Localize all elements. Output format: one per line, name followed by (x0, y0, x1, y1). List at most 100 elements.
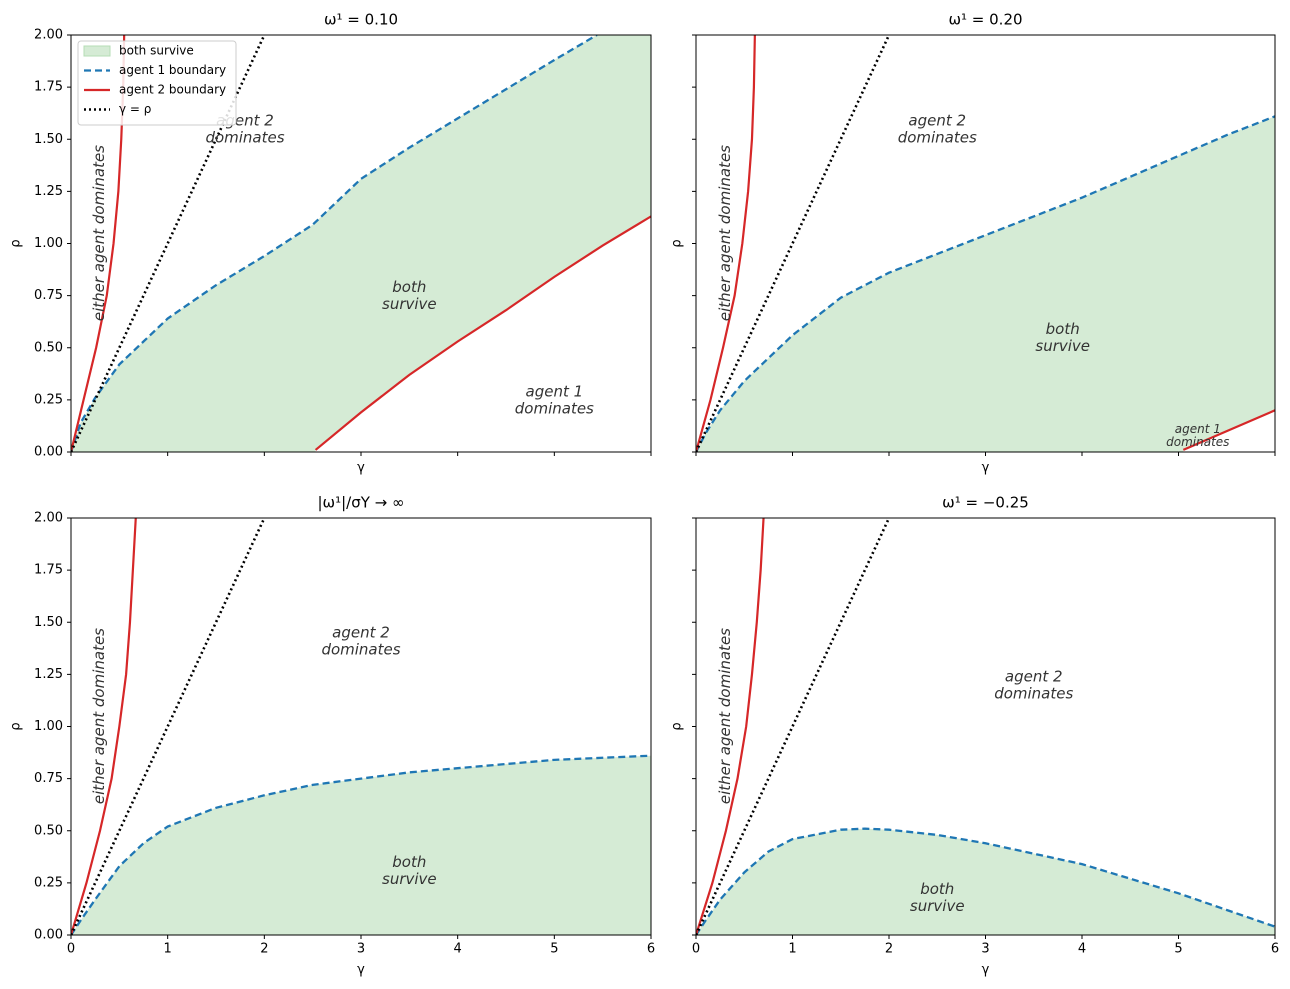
annotation: agent 2 dominates (994, 667, 1073, 702)
annotation-line: agent 2 (332, 623, 390, 641)
annotation-line: dominates (515, 399, 594, 417)
annotation-line: agent 1 (1175, 421, 1221, 435)
y-tick-label: 1.50 (34, 615, 63, 630)
annotation-line: both (392, 852, 426, 870)
annotation: either agent dominates (90, 628, 108, 804)
subplot: 0.00 0.25 0.50 0.75 1.00 1.25 1.50 1.75 2.00 ω¹ =… (9, 11, 652, 476)
y-axis-label: ρ (9, 239, 24, 247)
annotation-line: dominates (205, 128, 284, 146)
annotation: agent 2 dominates (321, 623, 400, 658)
legend-label: both survive (119, 44, 194, 58)
x-tick-label: 1 (164, 942, 172, 957)
x-axis-label: γ (357, 461, 365, 476)
x-tick-label: 2 (260, 942, 268, 957)
annotation-line: survive (382, 869, 437, 887)
chart-title: ω¹ = 0.10 (324, 11, 398, 29)
legend-label: agent 1 boundary (119, 63, 226, 77)
subplot: 0 1 2 3 4 5 6 ω¹ = −0.25 γ ρ agent 2 dominates both s… (670, 494, 1280, 978)
y-tick-label: 0.50 (34, 823, 63, 838)
annotation-line: survive (1035, 336, 1090, 354)
x-axis-label: γ (982, 461, 990, 476)
x-axis-label: γ (357, 963, 365, 978)
series-line (696, 827, 1275, 935)
y-tick-label: 1.00 (34, 719, 63, 734)
x-tick-label: 6 (647, 942, 655, 957)
x-tick-label: 0 (692, 942, 700, 957)
subplot: 0 1 2 3 4 5 6 0.00 0.25 0.50 0.75 1.00 1.25 1.50 1.75 2… (9, 494, 656, 978)
annotation-line: agent 2 (908, 111, 966, 129)
series-line (696, 518, 891, 935)
annotation-line: dominates (994, 684, 1073, 702)
legend-label: γ = ρ (119, 102, 151, 116)
annotation: both survive (382, 278, 437, 313)
plot-area (696, 35, 1275, 452)
x-tick-label: 5 (550, 942, 558, 957)
series-line (71, 518, 137, 935)
annotation-line: either agent dominates (715, 628, 733, 804)
y-tick-label: 1.25 (34, 667, 63, 682)
annotation-line: survive (910, 896, 965, 914)
annotation: either agent dominates (90, 145, 108, 321)
plot-area (696, 518, 1275, 935)
annotation-line: either agent dominates (90, 628, 108, 804)
x-tick-label: 4 (1078, 942, 1086, 957)
x-tick-label: 1 (788, 942, 796, 957)
y-tick-label: 0.75 (34, 288, 63, 303)
chart-title: ω¹ = 0.20 (948, 11, 1022, 29)
series-line (696, 518, 765, 935)
x-axis-label: γ (982, 963, 990, 978)
x-tick-label: 2 (885, 942, 893, 957)
annotation-line: dominates (321, 640, 400, 658)
series-line (696, 35, 756, 452)
annotation: agent 1 dominates (515, 382, 594, 417)
annotation: both survive (910, 879, 965, 914)
annotation-line: dominates (898, 128, 977, 146)
fill-region (696, 116, 1275, 452)
y-tick-label: 1.50 (34, 132, 63, 147)
x-tick-label: 3 (357, 942, 365, 957)
y-tick-label: 0.25 (34, 392, 63, 407)
legend-box (77, 40, 237, 126)
legend-swatch (83, 45, 111, 57)
fill-region (71, 35, 651, 452)
series-line (71, 518, 266, 935)
fill-region (71, 755, 651, 935)
chart-title: |ω¹|/σY → ∞ (317, 494, 404, 512)
annotation-line: agent 1 (526, 382, 584, 400)
y-tick-label: 0.75 (34, 771, 63, 786)
x-tick-label: 4 (454, 942, 462, 957)
annotation: either agent dominates (715, 628, 733, 804)
annotation: both survive (1035, 319, 1090, 354)
annotation-line: survive (382, 295, 437, 313)
plot-area (71, 35, 651, 452)
annotation-line: either agent dominates (90, 145, 108, 321)
annotation-line: dominates (1166, 434, 1229, 448)
annotation: agent 2 dominates (898, 111, 977, 146)
series-line (696, 35, 891, 452)
y-tick-label: 0.25 (34, 875, 63, 890)
x-tick-label: 5 (1174, 942, 1182, 957)
y-axis-label: ρ (9, 722, 24, 730)
plot-area (71, 518, 651, 935)
y-tick-label: 0.00 (34, 928, 63, 943)
y-tick-label: 1.75 (34, 80, 63, 95)
annotation-line: both (392, 278, 426, 296)
legend-label: agent 2 boundary (119, 83, 226, 97)
fill-region (696, 828, 1275, 935)
y-tick-label: 0.00 (34, 445, 63, 460)
series-line (696, 115, 1275, 452)
x-tick-label: 0 (67, 942, 75, 957)
series-line (71, 35, 266, 452)
y-tick-label: 1.25 (34, 184, 63, 199)
annotation: either agent dominates (715, 145, 733, 321)
x-tick-label: 3 (981, 942, 989, 957)
series-line (1182, 409, 1275, 451)
chart-title: ω¹ = −0.25 (942, 494, 1029, 512)
y-axis-label: ρ (670, 239, 685, 247)
annotation: both survive (382, 852, 437, 887)
series-line (314, 215, 651, 451)
x-tick-label: 6 (1271, 942, 1279, 957)
annotation-line: agent 2 (1005, 667, 1063, 685)
